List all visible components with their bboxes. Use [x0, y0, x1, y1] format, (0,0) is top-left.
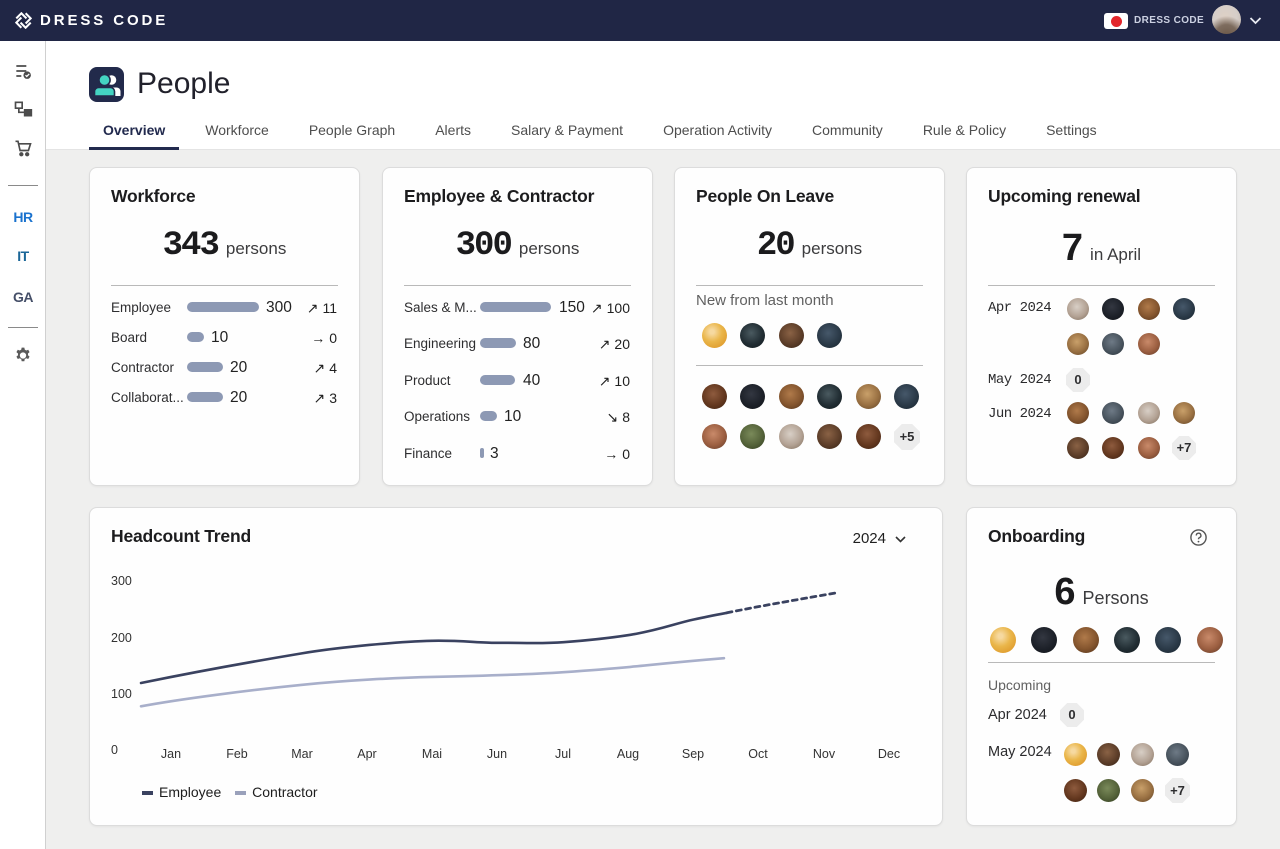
- svg-text:Jan: Jan: [161, 747, 181, 761]
- svg-text:200: 200: [111, 631, 132, 645]
- svg-text:300: 300: [111, 574, 132, 588]
- svg-text:Jun: Jun: [487, 747, 507, 761]
- svg-text:100: 100: [111, 687, 132, 701]
- svg-text:Oct: Oct: [748, 747, 768, 761]
- svg-text:Nov: Nov: [813, 747, 836, 761]
- svg-text:Mai: Mai: [422, 747, 442, 761]
- svg-text:Mar: Mar: [291, 747, 313, 761]
- svg-text:Dec: Dec: [878, 747, 900, 761]
- svg-text:0: 0: [111, 743, 118, 757]
- svg-text:Jul: Jul: [555, 747, 571, 761]
- svg-text:Feb: Feb: [226, 747, 248, 761]
- svg-text:Sep: Sep: [682, 747, 704, 761]
- svg-text:Apr: Apr: [357, 747, 376, 761]
- svg-text:Aug: Aug: [617, 747, 639, 761]
